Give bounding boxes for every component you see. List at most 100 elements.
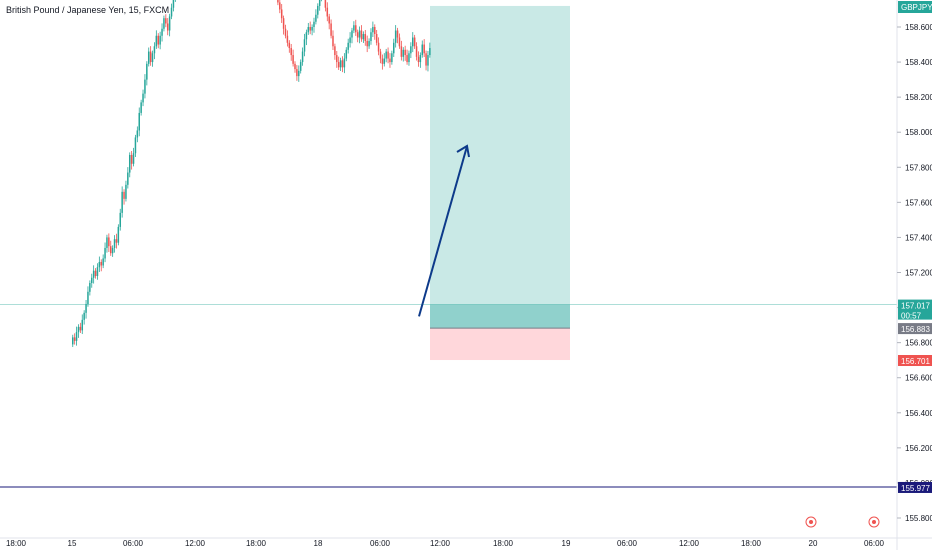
candle-body xyxy=(381,58,384,64)
candle-body xyxy=(412,37,414,47)
support-price-tag xyxy=(898,481,932,493)
candle-body xyxy=(355,25,357,33)
candle-body xyxy=(362,34,365,40)
candle-body xyxy=(121,191,123,213)
candle-body xyxy=(410,46,412,54)
x-tick-label: 15 xyxy=(68,539,77,548)
candle-body xyxy=(353,25,355,31)
candle-body xyxy=(336,55,338,63)
y-tick-label: 157.200 xyxy=(905,269,932,278)
candle-body xyxy=(153,46,156,54)
candle-body xyxy=(301,51,304,63)
candle-body xyxy=(94,270,97,277)
candle-body xyxy=(138,112,141,131)
x-tick-label: 20 xyxy=(809,539,818,548)
candle-body xyxy=(419,55,422,63)
candle-body xyxy=(406,55,408,63)
candle-body xyxy=(345,49,348,59)
candle-body xyxy=(391,53,393,63)
globe-icon-dot xyxy=(872,520,876,524)
candle-body xyxy=(128,155,131,173)
candle-body xyxy=(402,49,405,57)
y-tick-label: 158.200 xyxy=(905,93,932,102)
candle-body xyxy=(389,58,391,63)
stop-price-tag-text: 156.701 xyxy=(901,357,930,366)
candle-body xyxy=(172,0,175,8)
candle-body xyxy=(330,23,332,36)
candle-body xyxy=(87,291,89,305)
candle-body xyxy=(79,326,82,331)
candle-body xyxy=(368,41,370,47)
symbol-badge xyxy=(898,1,932,13)
candle-body xyxy=(396,30,399,38)
candle-body xyxy=(284,28,287,36)
candle-body xyxy=(277,0,279,3)
candle-body xyxy=(339,60,342,68)
candle-body xyxy=(73,337,76,341)
current-price-tag-text: 157.017 xyxy=(901,302,930,311)
x-tick-label: 18:00 xyxy=(246,539,267,548)
y-tick-label: 156.400 xyxy=(905,409,932,418)
y-tick-label: 157.400 xyxy=(905,233,932,242)
candle-body xyxy=(72,337,74,345)
candle-body xyxy=(317,5,319,15)
target-zone xyxy=(430,5,570,329)
candle-body xyxy=(385,51,387,59)
x-tick-label: 06:00 xyxy=(617,539,638,548)
candle-body xyxy=(280,9,283,19)
candle-body xyxy=(429,48,431,56)
overlay-lines xyxy=(0,144,897,488)
x-tick-label: 18 xyxy=(314,539,323,548)
candle-body xyxy=(104,247,106,259)
candle-body xyxy=(127,172,129,185)
candle-body xyxy=(299,62,302,71)
candle-body xyxy=(423,44,425,54)
y-tick-label: 156.600 xyxy=(905,374,932,383)
candle-body xyxy=(413,37,416,47)
candle-body xyxy=(347,42,349,50)
candle-body xyxy=(142,93,144,103)
candle-body xyxy=(106,237,108,248)
candle-body xyxy=(393,42,395,54)
candle-body xyxy=(100,261,103,266)
candle-body xyxy=(109,246,112,254)
candle-body xyxy=(315,14,317,22)
candle-body xyxy=(119,212,122,227)
candle-body xyxy=(364,34,367,42)
candle-body xyxy=(298,70,300,77)
candle-body xyxy=(311,27,313,31)
candle-body xyxy=(157,35,159,45)
candle-body xyxy=(292,55,294,64)
candle-body xyxy=(400,46,403,57)
candle-body xyxy=(305,32,308,40)
candle-body xyxy=(77,326,80,333)
candle-body xyxy=(415,46,418,57)
candle-body xyxy=(377,42,380,52)
candle-body xyxy=(349,37,351,43)
x-tick-label: 18:00 xyxy=(6,539,27,548)
candle-body xyxy=(313,21,315,27)
x-tick-label: 06:00 xyxy=(123,539,144,548)
candle-body xyxy=(375,34,378,43)
y-tick-label: 158.600 xyxy=(905,23,932,32)
current-price-tag xyxy=(898,299,932,320)
candle-body xyxy=(166,23,169,31)
x-tick-label: 19 xyxy=(562,539,571,548)
x-tick-label: 18:00 xyxy=(741,539,762,548)
y-tick-label: 157.800 xyxy=(905,163,932,172)
candle-body xyxy=(279,2,281,10)
x-tick-label: 06:00 xyxy=(864,539,885,548)
candle-body xyxy=(360,30,363,40)
candle-body xyxy=(83,312,85,320)
candle-body xyxy=(102,258,104,266)
candle-body xyxy=(427,55,429,66)
candle-body xyxy=(341,60,344,68)
candles xyxy=(72,0,431,348)
time-axis: 18:00 15 06:00 12:00 18:00 18 06:00 12:00 18:00 1… xyxy=(6,516,885,548)
candle-body xyxy=(383,58,386,64)
y-tick-label: 156.200 xyxy=(905,444,932,453)
candle-body xyxy=(337,62,340,68)
candle-body xyxy=(89,283,91,292)
